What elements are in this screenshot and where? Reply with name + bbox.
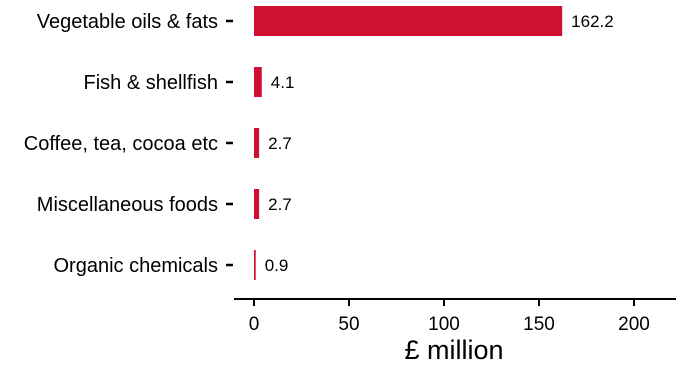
x-tick-label: 100 [428,314,460,335]
bars-layer [254,6,563,280]
bar [254,250,256,280]
bar [254,67,262,97]
x-tick-label: 200 [618,314,650,335]
bar [254,189,260,219]
category-label: Vegetable oils & fats [37,11,218,33]
category-label: Organic chemicals [53,255,218,277]
bar [254,128,260,158]
bar-value-label: 162.2 [571,12,614,31]
category-label: Miscellaneous foods [37,194,218,216]
x-tick-label: 50 [338,314,359,335]
x-axis-title: £ million [404,335,503,365]
category-label: Fish & shellfish [84,72,219,94]
category-label: Coffee, tea, cocoa etc [24,133,218,155]
x-axis-ticks: 0 50 100 150 200 [249,299,650,335]
x-tick-label: 150 [523,314,555,335]
labels-layer: Vegetable oils & fats 162.2 Fish & shellfi… [24,11,614,277]
bar-value-label: 2.7 [268,134,292,153]
bar [254,6,563,36]
x-tick-label: 0 [249,314,260,335]
bar-value-label: 2.7 [268,195,292,214]
bar-value-label: 0.9 [265,256,289,275]
bar-value-label: 4.1 [271,73,295,92]
